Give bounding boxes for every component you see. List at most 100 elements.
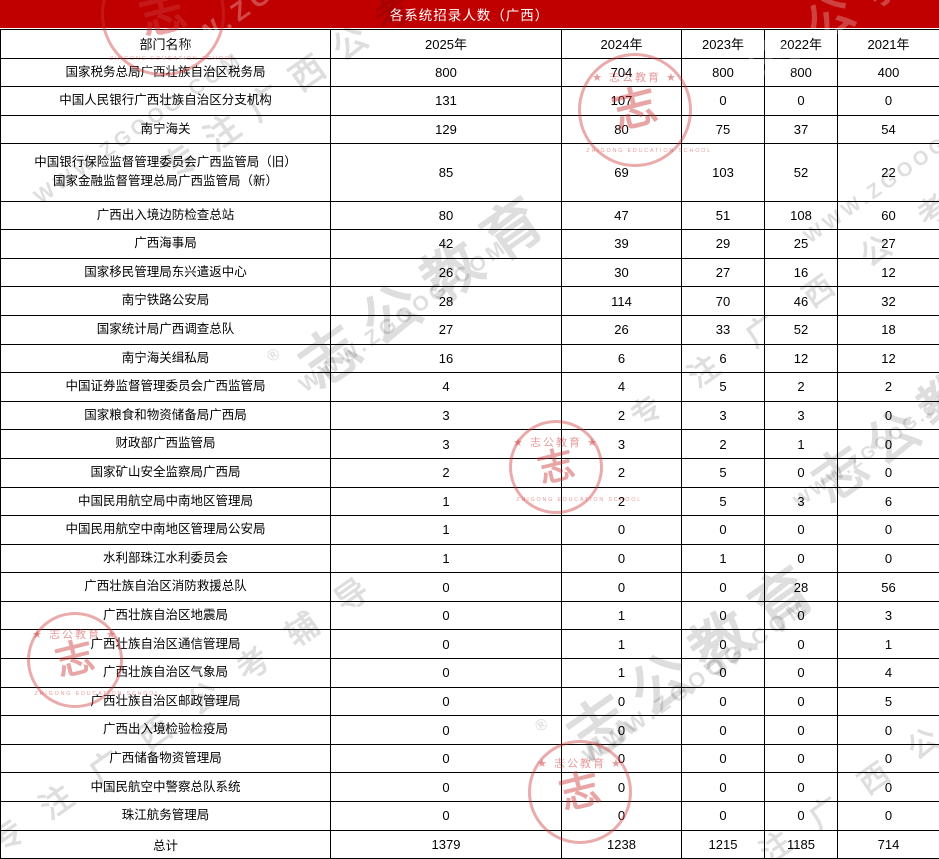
year-value-cell: 3 <box>330 400 562 431</box>
year-value-cell: 1 <box>330 543 562 574</box>
year-value-cell: 0 <box>681 743 765 774</box>
table-row: 国家统计局广西调查总队 27 26 33 52 18 <box>0 314 939 345</box>
year-value-cell: 1 <box>681 543 765 574</box>
year-value-cell: 0 <box>681 686 765 717</box>
year-value-cell: 107 <box>561 86 682 116</box>
year-value-cell: 0 <box>764 658 838 688</box>
total-value-cell: 1215 <box>681 829 765 859</box>
year-value-cell: 46 <box>764 286 838 316</box>
year-value-cell: 1 <box>561 658 682 688</box>
year-value-cell: 0 <box>764 86 838 116</box>
year-value-cell: 0 <box>764 600 838 631</box>
year-value-cell: 0 <box>764 515 838 545</box>
year-value-cell: 0 <box>681 772 765 803</box>
dept-name-cell: 国家移民管理局东兴遣返中心 <box>0 257 331 288</box>
year-value-cell: 0 <box>837 772 939 803</box>
dept-name-cell: 水利部珠江水利委员会 <box>0 543 331 574</box>
dept-name-line: 中国民用航空中南地区管理局公安局 <box>65 522 266 537</box>
table-row: 南宁海关 129 80 75 37 54 <box>0 114 939 145</box>
year-value-cell: 0 <box>764 629 838 660</box>
year-value-cell: 0 <box>561 743 682 774</box>
year-value-cell: 3 <box>764 400 838 431</box>
year-value-cell: 85 <box>330 143 562 202</box>
dept-name-cell: 中国银行保险监督管理委员会广西监管局（旧） 国家金融监督管理总局广西监管局（新） <box>0 143 331 202</box>
year-value-cell: 0 <box>681 629 765 660</box>
year-value-cell: 0 <box>837 543 939 574</box>
year-value-cell: 32 <box>837 286 939 316</box>
year-value-cell: 54 <box>837 114 939 145</box>
year-value-cell: 75 <box>681 114 765 145</box>
dept-name-line: 广西储备物资管理局 <box>109 750 222 765</box>
year-value-cell: 2 <box>561 400 682 431</box>
year-value-cell: 5 <box>837 686 939 717</box>
year-value-cell: 3 <box>561 429 682 459</box>
dept-name-line: 广西出入境边防检查总站 <box>96 207 235 222</box>
dept-name-line: 国家统计局广西调查总队 <box>96 322 235 337</box>
dept-name-line: 国家矿山安全监察局广西局 <box>90 465 241 480</box>
total-value-cell: 1238 <box>561 829 682 859</box>
dept-name-cell: 南宁海关缉私局 <box>0 343 331 374</box>
year-value-cell: 28 <box>330 286 562 316</box>
year-value-cell: 22 <box>837 143 939 202</box>
year-value-cell: 0 <box>764 801 838 831</box>
year-value-cell: 42 <box>330 229 562 259</box>
total-value-cell: 714 <box>837 829 939 859</box>
year-value-cell: 0 <box>837 457 939 488</box>
table-row: 中国银行保险监督管理委员会广西监管局（旧） 国家金融监督管理总局广西监管局（新） 8… <box>0 143 939 202</box>
year-value-cell: 0 <box>837 429 939 459</box>
table-row: 中国人民银行广西壮族自治区分支机构 131 107 0 0 0 <box>0 86 939 116</box>
year-value-cell: 0 <box>330 686 562 717</box>
year-value-cell: 69 <box>561 143 682 202</box>
dept-name-line: 广西海事局 <box>134 236 197 251</box>
year-value-cell: 12 <box>837 343 939 374</box>
year-value-cell: 0 <box>837 515 939 545</box>
table-row: 广西出入境边防检查总站 80 47 51 108 60 <box>0 200 939 231</box>
year-value-cell: 6 <box>837 486 939 517</box>
dept-name-cell: 广西壮族自治区通信管理局 <box>0 629 331 660</box>
dept-name-cell: 中国民航空中警察总队系统 <box>0 772 331 803</box>
table-row: 中国民用航空中南地区管理局公安局 1 0 0 0 0 <box>0 515 939 545</box>
total-label-cell: 总计 <box>0 829 331 859</box>
dept-name-cell: 国家税务总局广西壮族自治区税务局 <box>0 57 331 88</box>
year-value-cell: 1 <box>764 429 838 459</box>
year-value-cell: 29 <box>681 229 765 259</box>
dept-name-line: 国家粮食和物资储备局广西局 <box>84 407 247 422</box>
total-value-cell: 1185 <box>764 829 838 859</box>
year-value-cell: 0 <box>330 743 562 774</box>
dept-name-line: 广西出入境检验检疫局 <box>102 722 228 737</box>
year-value-cell: 6 <box>561 343 682 374</box>
col-header-2023: 2023年 <box>681 29 765 59</box>
year-value-cell: 0 <box>837 86 939 116</box>
year-value-cell: 0 <box>681 600 765 631</box>
year-value-cell: 0 <box>330 572 562 602</box>
dept-name-cell: 国家矿山安全监察局广西局 <box>0 457 331 488</box>
year-value-cell: 27 <box>837 229 939 259</box>
year-value-cell: 0 <box>330 801 562 831</box>
table-row: 广西壮族自治区邮政管理局 0 0 0 0 5 <box>0 686 939 717</box>
year-value-cell: 37 <box>764 114 838 145</box>
year-value-cell: 2 <box>561 486 682 517</box>
year-value-cell: 1 <box>561 600 682 631</box>
year-value-cell: 1 <box>561 629 682 660</box>
dept-name-line: 国家金融监督管理总局广西监管局（新） <box>52 174 278 189</box>
year-value-cell: 400 <box>837 57 939 88</box>
dept-name-line: 国家移民管理局东兴遣返中心 <box>84 264 247 279</box>
year-value-cell: 18 <box>837 314 939 345</box>
year-value-cell: 5 <box>681 486 765 517</box>
year-value-cell: 0 <box>681 86 765 116</box>
dept-name-cell: 国家粮食和物资储备局广西局 <box>0 400 331 431</box>
year-value-cell: 4 <box>330 372 562 402</box>
year-value-cell: 800 <box>330 57 562 88</box>
dept-name-line: 广西壮族自治区地震局 <box>102 607 228 622</box>
year-value-cell: 103 <box>681 143 765 202</box>
dept-name-line: 中国人民银行广西壮族自治区分支机构 <box>59 93 272 108</box>
col-header-2024: 2024年 <box>561 29 682 59</box>
year-value-cell: 0 <box>330 658 562 688</box>
year-value-cell: 0 <box>561 686 682 717</box>
year-value-cell: 0 <box>681 715 765 745</box>
year-value-cell: 0 <box>837 743 939 774</box>
year-value-cell: 0 <box>561 772 682 803</box>
table-row: 广西储备物资管理局 0 0 0 0 0 <box>0 743 939 774</box>
year-value-cell: 129 <box>330 114 562 145</box>
year-value-cell: 800 <box>681 57 765 88</box>
